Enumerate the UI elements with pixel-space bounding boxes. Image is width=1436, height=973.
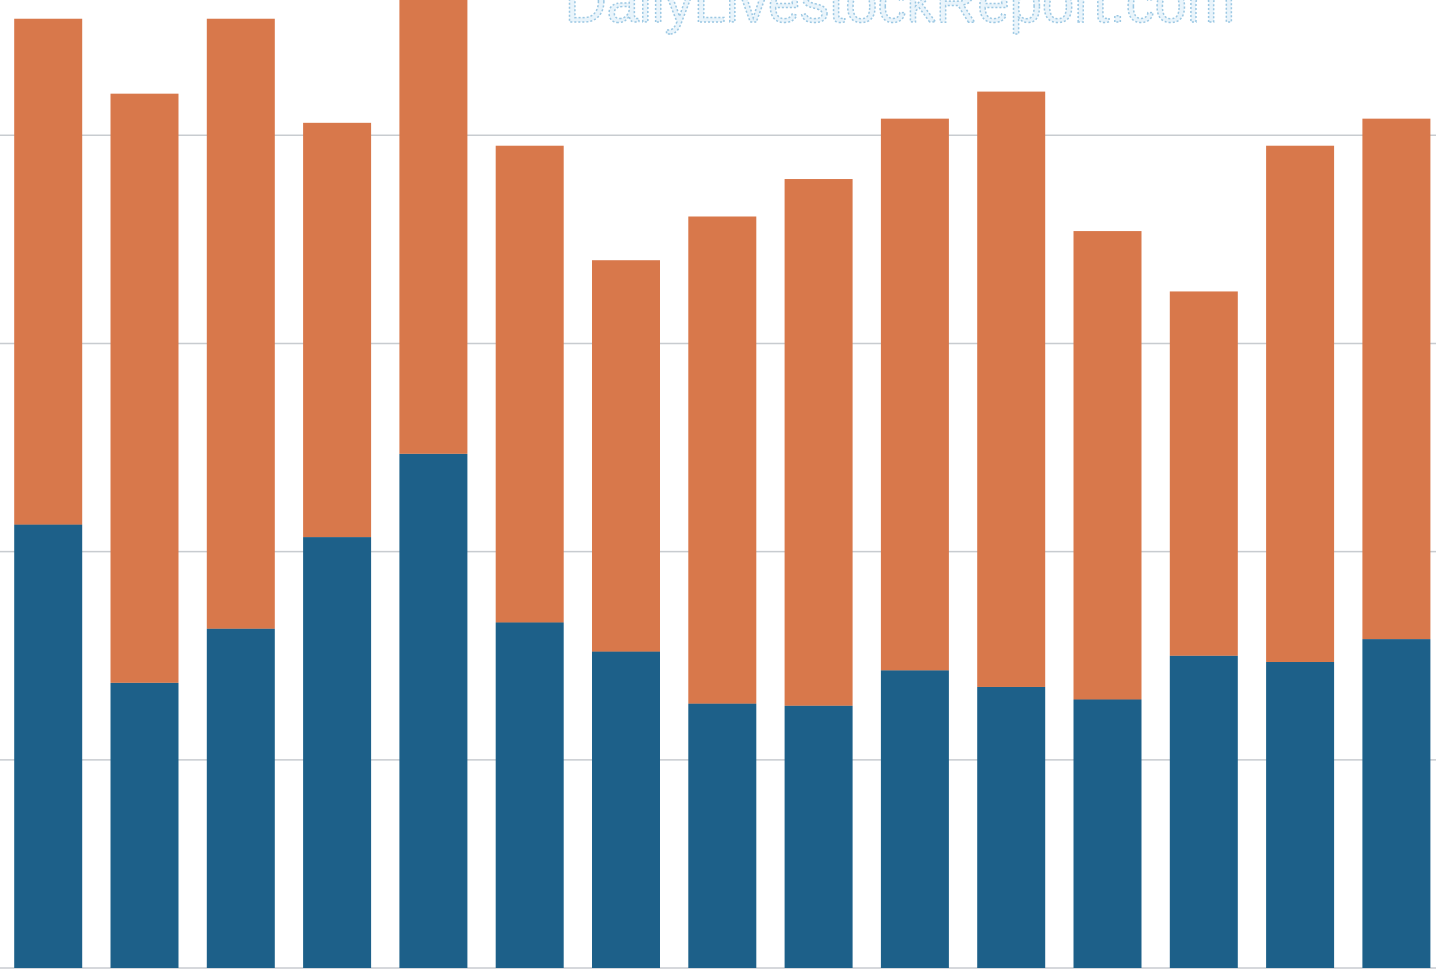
bar-segment (110, 93, 179, 683)
bar-segment (784, 705, 853, 968)
watermark: DailyLivestockReport.com (565, 0, 1235, 35)
bar-segment (592, 651, 660, 968)
bar-segment (206, 628, 275, 968)
bar-segment (495, 622, 564, 968)
bar-segment (110, 682, 179, 968)
bar-segment (1169, 291, 1238, 656)
bar-segment (688, 216, 757, 704)
bar-segment (399, 453, 468, 968)
bar-segment (1073, 231, 1142, 700)
bar-segment (1169, 655, 1238, 968)
bar-segment (14, 524, 83, 968)
bar-segment (1362, 118, 1431, 640)
bar-segment (399, 0, 468, 454)
bar-segment (977, 91, 1046, 687)
bar-segment (206, 18, 275, 629)
bar-segment (14, 18, 83, 525)
bars (14, 0, 1431, 968)
bar-segment (303, 537, 372, 968)
bar-segment (1266, 145, 1335, 662)
bar-segment (1266, 661, 1335, 968)
bar-segment (784, 179, 853, 706)
bar-segment (977, 686, 1046, 968)
bar-segment (1362, 639, 1431, 968)
bar-segment (592, 260, 660, 652)
bar-segment (688, 703, 757, 968)
bar-segment (880, 118, 949, 671)
bar-segment (303, 122, 372, 538)
bar-segment (880, 670, 949, 968)
bar-segment (495, 145, 564, 623)
bar-segment (1073, 699, 1142, 968)
